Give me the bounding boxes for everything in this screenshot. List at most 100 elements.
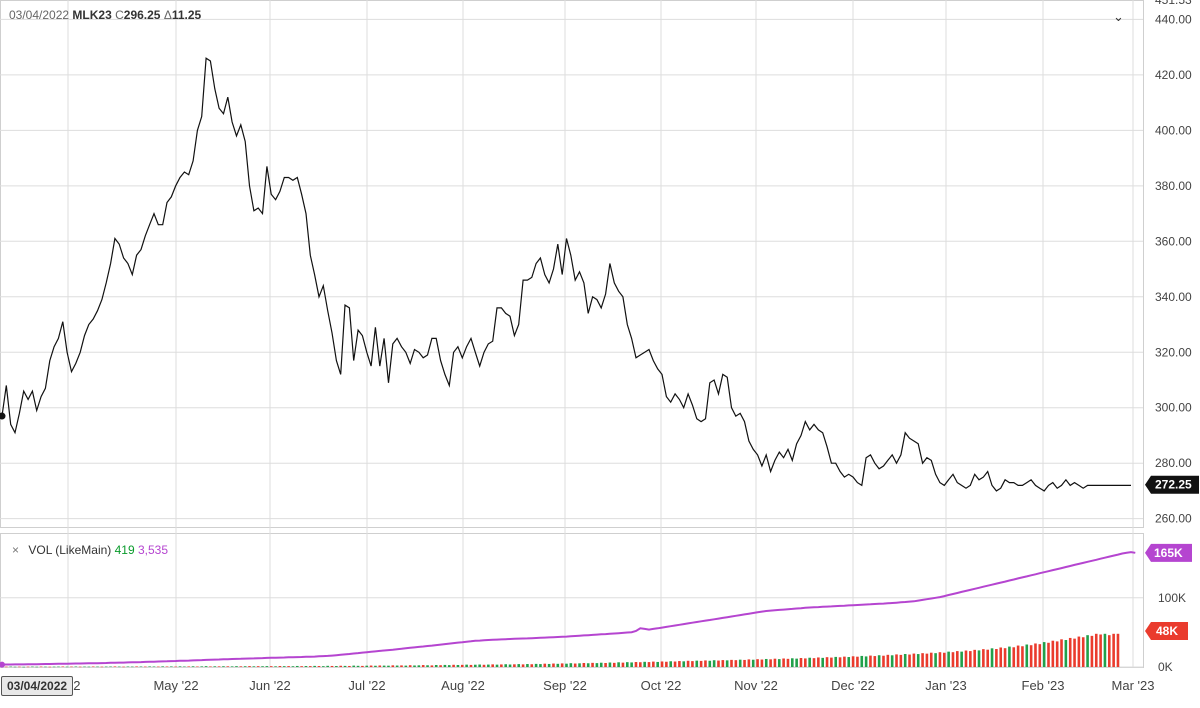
volume-bar: [400, 665, 403, 667]
price-line: [1, 57, 1131, 492]
volume-bar: [417, 665, 421, 667]
volume-bar: [586, 663, 590, 667]
volume-bar: [934, 653, 937, 667]
volume-bar: [969, 651, 972, 667]
volume-bar: [669, 661, 673, 667]
volume-bar: [699, 660, 703, 667]
volume-bar: [734, 660, 738, 667]
volume-bar: [986, 649, 990, 667]
volume-bar: [643, 661, 646, 667]
volume-bar: [130, 666, 134, 668]
x-tick-label: Sep '22: [543, 678, 587, 693]
volume-bar: [369, 665, 373, 667]
volume-bar: [851, 656, 855, 667]
volume-bar: [617, 662, 620, 667]
volume-legend-open-interest: 3,535: [138, 543, 169, 557]
volume-bar: [960, 651, 963, 667]
volume-bar: [104, 666, 108, 668]
volume-bar: [18, 666, 21, 668]
volume-bar: [335, 666, 338, 667]
volume-bar: [413, 665, 416, 667]
volume-bar: [595, 663, 599, 667]
volume-bar: [148, 666, 151, 667]
volume-bar: [1034, 643, 1037, 667]
price-y-tick-label: 280.00: [1155, 456, 1192, 470]
volume-bar: [1029, 645, 1033, 667]
volume-bar: [1008, 646, 1011, 667]
legend-close-value: 296.25: [123, 8, 161, 22]
volume-bar: [1107, 635, 1111, 667]
volume-bar: [678, 661, 681, 667]
volume-bar: [100, 666, 104, 668]
volume-bar: [456, 664, 460, 667]
volume-bar: [873, 656, 877, 667]
volume-bar: [1042, 642, 1046, 667]
volume-bar: [921, 653, 924, 667]
volume-bar: [847, 657, 851, 667]
volume-bar: [365, 665, 369, 667]
volume-bar: [426, 665, 429, 667]
open-interest-line: [1, 551, 1136, 666]
volume-tag: [1145, 622, 1188, 640]
price-y-tick-label: 440.00: [1155, 12, 1192, 26]
volume-bar: [439, 665, 442, 667]
volume-bar: [639, 662, 642, 667]
volume-bar: [256, 666, 260, 667]
volume-bar: [1025, 644, 1029, 667]
volume-bar: [174, 666, 177, 668]
close-icon[interactable]: ×: [12, 543, 20, 557]
volume-bar: [70, 666, 73, 668]
volume-bar: [109, 666, 112, 668]
volume-bar: [938, 652, 942, 667]
volume-bar: [282, 666, 286, 667]
volume-bar: [899, 654, 903, 667]
volume-bar: [547, 663, 551, 667]
volume-bar: [634, 662, 638, 667]
volume-bar: [612, 662, 616, 667]
volume-bar: [495, 664, 499, 667]
volume-bar: [213, 666, 217, 667]
volume-bar: [313, 665, 316, 667]
volume-bar: [9, 666, 12, 668]
volume-bar: [343, 665, 347, 667]
volume-bar: [44, 666, 47, 668]
volume-bar: [599, 662, 603, 667]
volume-bar: [1016, 645, 1020, 667]
volume-bar: [990, 648, 994, 667]
volume-bar: [621, 662, 625, 667]
volume-bar: [157, 666, 160, 668]
volume-bar: [434, 664, 438, 667]
volume-bar: [1073, 638, 1076, 667]
volume-bar: [135, 666, 138, 667]
x-tick-label: Jul '22: [348, 678, 385, 693]
cursor-date-label: 03/04/2022: [1, 676, 74, 696]
volume-bar: [252, 666, 256, 667]
volume-bar: [487, 664, 490, 667]
x-tick-label: Aug '22: [441, 678, 485, 693]
volume-bar: [248, 666, 251, 667]
volume-bar: [760, 659, 764, 667]
volume-bar: [161, 666, 164, 667]
volume-bar: [843, 656, 846, 667]
volume-bar: [964, 650, 968, 667]
volume-bar: [200, 666, 204, 667]
x-tick-label: May '22: [153, 678, 198, 693]
volume-bar: [309, 666, 312, 667]
volume-legend-label: VOL (LikeMain): [28, 543, 112, 557]
volume-bar: [951, 652, 955, 667]
volume-bar: [222, 666, 225, 667]
volume-bar: [474, 664, 477, 667]
chevron-down-icon[interactable]: ⌄: [1113, 9, 1124, 24]
volume-bar: [48, 666, 52, 668]
open-interest-tag: [1145, 543, 1192, 562]
volume-bar: [630, 662, 633, 667]
volume-bar: [652, 661, 655, 667]
volume-bar: [204, 666, 208, 667]
volume-bar: [582, 662, 586, 667]
volume-bar: [421, 665, 425, 667]
volume-bar: [751, 659, 755, 667]
volume-bar: [591, 662, 594, 667]
volume-bar: [973, 649, 976, 667]
volume-bar: [982, 649, 985, 667]
